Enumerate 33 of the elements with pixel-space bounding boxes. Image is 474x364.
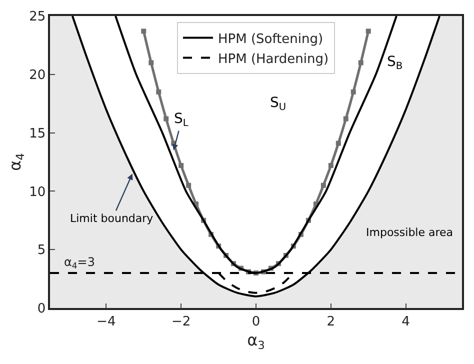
point bbox=[186, 182, 192, 188]
point bbox=[178, 163, 184, 168]
point bbox=[320, 182, 326, 188]
y-tick-label: 25 bbox=[29, 10, 46, 25]
point bbox=[358, 60, 364, 66]
y-tick-label: 0 bbox=[37, 302, 46, 317]
point bbox=[164, 116, 169, 122]
x-axis-title: α$_{3}$ bbox=[247, 330, 265, 352]
x-tick-label: −4 bbox=[96, 314, 116, 330]
annotation: S$_{B}$ bbox=[387, 54, 403, 72]
y-tick-label: 20 bbox=[29, 68, 46, 83]
x-tick-label: 0 bbox=[252, 314, 260, 330]
point bbox=[343, 116, 348, 122]
point bbox=[336, 140, 341, 146]
legend-label: HPM (Softening) bbox=[218, 32, 324, 47]
ref-line-label: α$_{4}$=3 bbox=[64, 255, 95, 271]
point bbox=[366, 28, 371, 34]
point bbox=[156, 89, 162, 94]
annotation: S$_{U}$ bbox=[270, 95, 286, 113]
y-tick-label: 5 bbox=[37, 243, 46, 258]
point bbox=[148, 60, 154, 66]
annotation: Limit boundary bbox=[70, 212, 154, 225]
x-tick-label: 2 bbox=[326, 314, 336, 330]
point bbox=[350, 89, 356, 94]
y-tick-label: 15 bbox=[29, 126, 46, 142]
legend-label: HPM (Hardening) bbox=[218, 52, 329, 67]
x-tick-label: 4 bbox=[402, 314, 410, 330]
point bbox=[141, 28, 146, 34]
point bbox=[328, 163, 334, 168]
x-tick-label: −2 bbox=[172, 314, 191, 330]
annotation: S$_{L}$ bbox=[174, 111, 189, 129]
annotation: Impossible area bbox=[366, 226, 454, 239]
y-tick-label: 10 bbox=[29, 184, 46, 200]
